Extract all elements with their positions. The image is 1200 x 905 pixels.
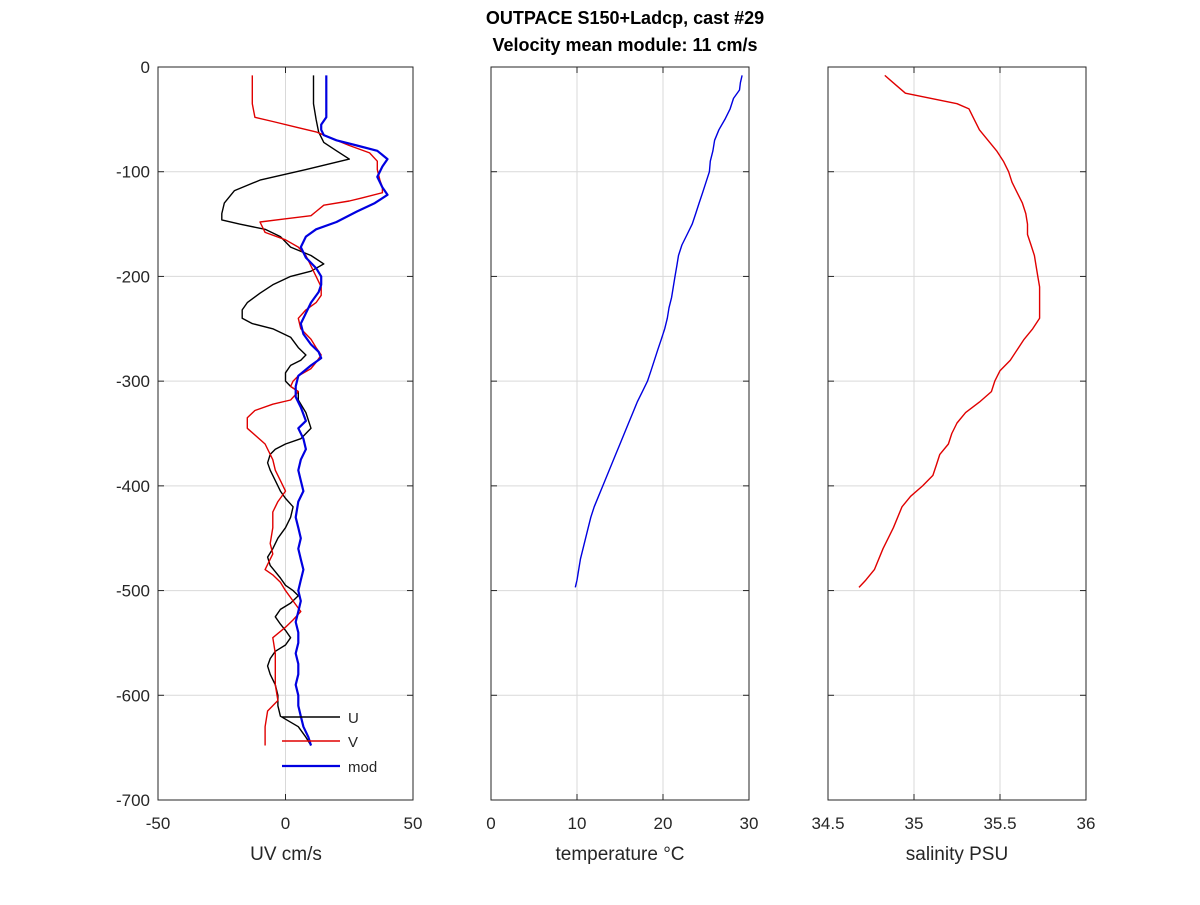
x-axis-label-uv: UV cm/s <box>250 844 322 865</box>
legend-label-v: V <box>348 734 358 751</box>
chart-title-line-1: OUTPACE S150+Ladcp, cast #29 <box>486 8 764 28</box>
legend-label-mod: mod <box>348 759 377 776</box>
legend-label-u: U <box>348 710 359 727</box>
uv-y-tick-label-1: -600 <box>116 686 150 705</box>
uv-y-tick-label-0: -700 <box>116 791 150 810</box>
chart-title-line-2: Velocity mean module: 11 cm/s <box>492 35 757 55</box>
uv-y-tick-label-6: -100 <box>116 163 150 182</box>
uv-x-tick-label-2: 50 <box>404 814 423 833</box>
panel-uv-velocity: UV cm/s -50 0 50-700-600-500-400-300-200-1… <box>116 58 422 865</box>
uv-y-tick-label-4: -300 <box>116 372 150 391</box>
salinity-x-tick-label-0: 34.5 <box>811 814 844 833</box>
uv-series-line-u <box>221 75 350 746</box>
uv-series-line-v <box>246 75 384 746</box>
panel-temperature: temperature °C 0 10 20 30 <box>486 66 759 865</box>
uv-y-tick-label-3: -400 <box>116 477 150 496</box>
uv-y-tick-label-5: -200 <box>116 267 150 286</box>
uv-x-tick-label-1: 0 <box>281 814 290 833</box>
temperature-axis-box <box>490 66 750 801</box>
salinity-x-tick-label-3: 36 <box>1077 814 1096 833</box>
uv-series-line-mod <box>294 75 389 746</box>
salinity-series-line-salinity <box>858 74 1041 588</box>
uv-x-tick-label-0: -50 <box>146 814 171 833</box>
uv-y-tick-label-7: 0 <box>141 58 150 77</box>
temperature-x-tick-label-1: 10 <box>568 814 587 833</box>
salinity-x-tick-label-2: 35.5 <box>983 814 1016 833</box>
temperature-x-tick-label-0: 0 <box>486 814 495 833</box>
uv-y-tick-label-2: -500 <box>116 582 150 601</box>
salinity-axis-box <box>827 66 1087 801</box>
salinity-x-tick-label-1: 35 <box>905 814 924 833</box>
temperature-x-tick-label-2: 20 <box>654 814 673 833</box>
temperature-series-line-temperature <box>574 75 743 588</box>
x-axis-label-salinity: salinity PSU <box>906 844 1008 865</box>
x-axis-label-temperature: temperature °C <box>555 844 684 865</box>
panel-salinity: salinity PSU 34.5 35 35.5 36 <box>811 66 1096 865</box>
temperature-x-tick-label-3: 30 <box>740 814 759 833</box>
